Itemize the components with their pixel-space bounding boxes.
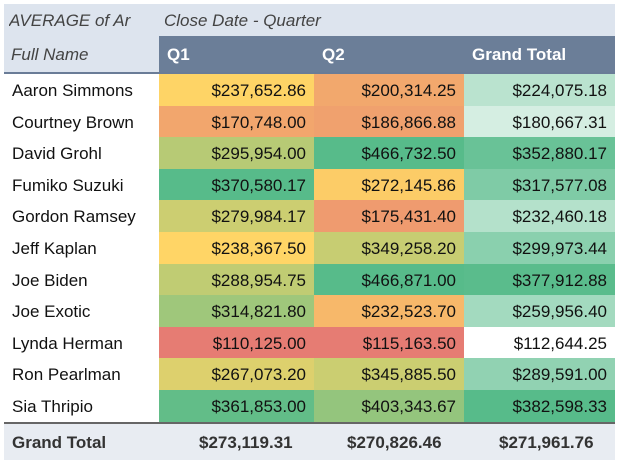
q1-value-cell[interactable]: $279,984.17	[159, 200, 314, 232]
row-field-label[interactable]: Full Name	[4, 36, 159, 72]
table-row: Sia Thripio $361,853.00 $403,343.67 $382,59…	[4, 389, 615, 422]
grand-total-value-cell[interactable]: $180,667.31	[464, 105, 615, 138]
grand-total-value-cell[interactable]: $377,912.88	[464, 263, 615, 296]
q1-value-cell[interactable]: $361,853.00	[159, 389, 314, 422]
row-name-cell[interactable]: Lynda Herman	[4, 326, 160, 359]
table-row: David Grohl $295,954.00 $466,732.50 $352,88…	[4, 137, 615, 169]
q2-value-cell[interactable]: $466,871.00	[314, 263, 464, 296]
q2-value-cell[interactable]: $403,343.67	[314, 389, 464, 422]
grand-total-row: Grand Total $273,119.31 $270,826.46 $271…	[4, 422, 615, 460]
pivot-header-row: Full Name Q1 Q2 Grand Total	[4, 36, 615, 74]
grand-total-value-cell[interactable]: $317,577.08	[464, 168, 615, 201]
row-name-cell[interactable]: Jeff Kaplan	[4, 231, 160, 264]
column-field-label[interactable]: Close Date - Quarter	[164, 11, 321, 30]
pivot-header-top: AVERAGE of Ar Close Date - Quarter	[4, 4, 615, 36]
table-row: Jeff Kaplan $238,367.50 $349,258.20 $299,97…	[4, 231, 615, 264]
row-name-cell[interactable]: Sia Thripio	[4, 389, 160, 422]
grand-total-value-cell[interactable]: $289,591.00	[464, 358, 615, 390]
table-row: Joe Biden $288,954.75 $466,871.00 $377,912.…	[4, 263, 615, 296]
row-name-cell[interactable]: Ron Pearlman	[4, 358, 160, 390]
grand-total-value-cell[interactable]: $259,956.40	[464, 295, 615, 327]
grand-total-q1[interactable]: $273,119.31	[199, 433, 293, 452]
grand-total-total[interactable]: $271,961.76	[499, 433, 594, 452]
grand-total-value-cell[interactable]: $382,598.33	[464, 389, 615, 422]
row-name-cell[interactable]: Gordon Ramsey	[4, 200, 160, 232]
value-field-label[interactable]: AVERAGE of Ar	[9, 11, 131, 30]
grand-total-value-cell[interactable]: $112,644.25	[464, 326, 615, 359]
table-row: Lynda Herman $110,125.00 $115,163.50 $112,6…	[4, 326, 615, 359]
grand-total-value-cell[interactable]: $232,460.18	[464, 200, 615, 232]
table-row: Aaron Simmons $237,652.86 $200,314.25 $224,…	[4, 74, 615, 106]
grand-total-label: Grand Total	[12, 433, 107, 452]
q2-value-cell[interactable]: $349,258.20	[314, 231, 464, 264]
q1-value-cell[interactable]: $267,073.20	[159, 358, 314, 390]
row-name-cell[interactable]: David Grohl	[4, 137, 160, 169]
grand-total-q2[interactable]: $270,826.46	[347, 433, 442, 452]
q1-value-cell[interactable]: $237,652.86	[159, 74, 314, 106]
table-row: Ron Pearlman $267,073.20 $345,885.50 $289,5…	[4, 358, 615, 390]
q2-value-cell[interactable]: $115,163.50	[314, 326, 464, 359]
q2-value-cell[interactable]: $272,145.86	[314, 168, 464, 201]
q1-value-cell[interactable]: $170,748.00	[159, 105, 314, 138]
grand-total-value-cell[interactable]: $299,973.44	[464, 231, 615, 264]
row-name-cell[interactable]: Fumiko Suzuki	[4, 168, 160, 201]
column-header-q1[interactable]: Q1	[159, 36, 314, 72]
q2-value-cell[interactable]: $232,523.70	[314, 295, 464, 327]
q2-value-cell[interactable]: $175,431.40	[314, 200, 464, 232]
q1-value-cell[interactable]: $110,125.00	[159, 326, 314, 359]
table-row: Fumiko Suzuki $370,580.17 $272,145.86 $317,…	[4, 168, 615, 201]
grand-total-value-cell[interactable]: $224,075.18	[464, 74, 615, 106]
grand-total-value-cell[interactable]: $352,880.17	[464, 137, 615, 169]
column-header-grand-total[interactable]: Grand Total	[464, 36, 615, 72]
q1-value-cell[interactable]: $238,367.50	[159, 231, 314, 264]
table-row: Joe Exotic $314,821.80 $232,523.70 $259,956…	[4, 295, 615, 327]
row-name-cell[interactable]: Courtney Brown	[4, 105, 160, 138]
row-name-cell[interactable]: Joe Exotic	[4, 295, 160, 327]
row-name-cell[interactable]: Aaron Simmons	[4, 74, 160, 106]
table-row: Courtney Brown $170,748.00 $186,866.88 $180…	[4, 105, 615, 138]
q1-value-cell[interactable]: $295,954.00	[159, 137, 314, 169]
q2-value-cell[interactable]: $200,314.25	[314, 74, 464, 106]
pivot-rows: Aaron Simmons $237,652.86 $200,314.25 $224,…	[4, 74, 615, 422]
q2-value-cell[interactable]: $466,732.50	[314, 137, 464, 169]
table-row: Gordon Ramsey $279,984.17 $175,431.40 $232,…	[4, 200, 615, 232]
row-name-cell[interactable]: Joe Biden	[4, 263, 160, 296]
q1-value-cell[interactable]: $370,580.17	[159, 168, 314, 201]
q2-value-cell[interactable]: $345,885.50	[314, 358, 464, 390]
q2-value-cell[interactable]: $186,866.88	[314, 105, 464, 138]
q1-value-cell[interactable]: $288,954.75	[159, 263, 314, 296]
column-header-q2[interactable]: Q2	[314, 36, 464, 72]
q1-value-cell[interactable]: $314,821.80	[159, 295, 314, 327]
